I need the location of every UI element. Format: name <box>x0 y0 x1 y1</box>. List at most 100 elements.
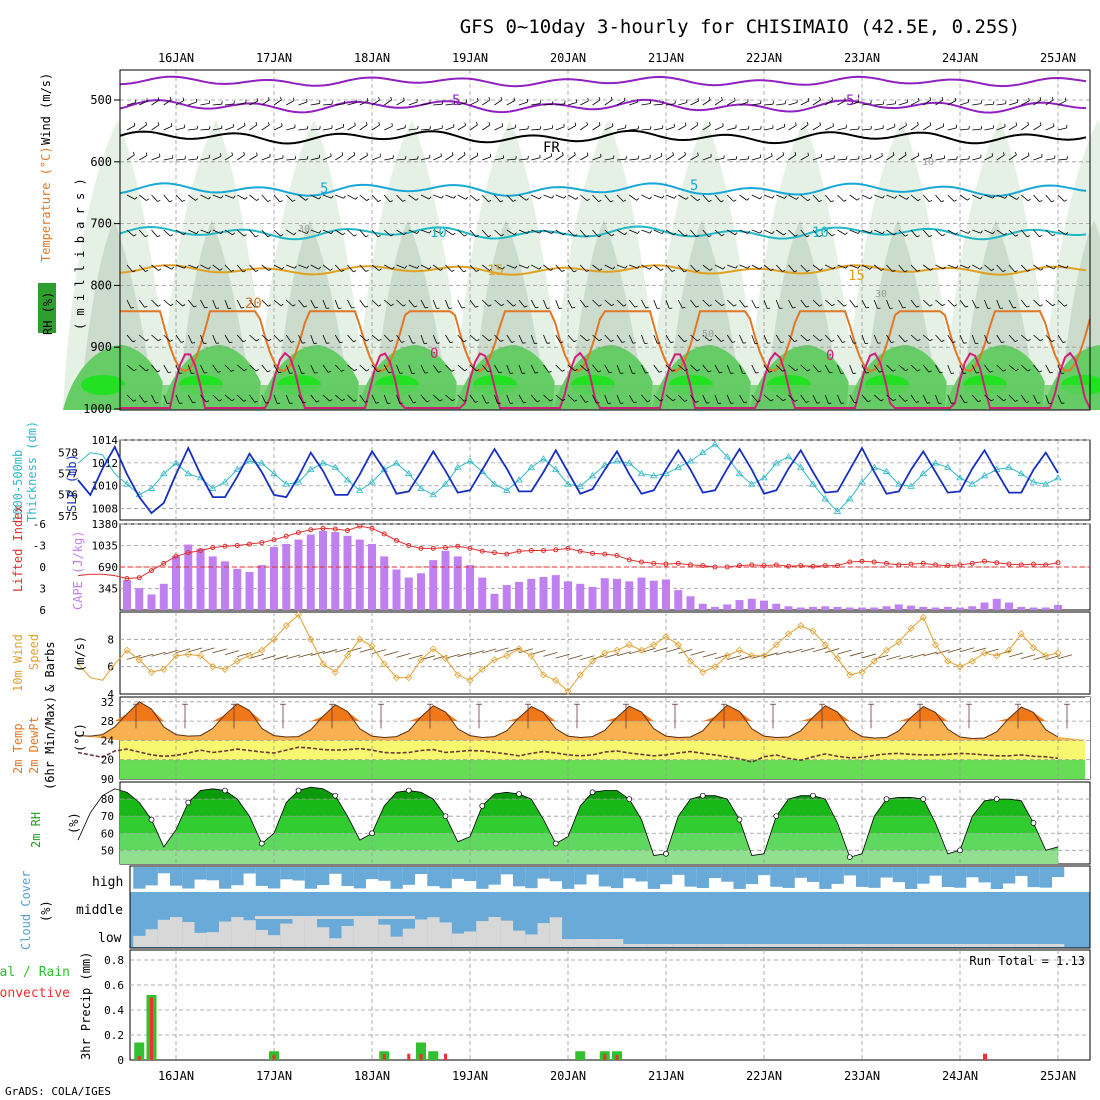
barb <box>886 334 892 343</box>
pressure-tick-label: 500 <box>90 93 112 107</box>
thickness-point <box>907 482 915 489</box>
barb-flag <box>1003 398 1007 402</box>
barb-flag <box>782 369 786 372</box>
barb <box>641 299 647 309</box>
wind-barb <box>812 647 828 653</box>
barb <box>249 155 258 161</box>
barb <box>1008 229 1016 237</box>
barb <box>824 334 832 342</box>
barb-flag <box>500 96 503 101</box>
barb-flag <box>331 101 333 105</box>
li-point <box>210 545 216 551</box>
barb <box>628 334 634 344</box>
barb <box>739 128 749 131</box>
barb-flag <box>706 402 710 404</box>
thickness-point <box>821 495 829 502</box>
barb-flag <box>1026 235 1030 238</box>
barb-flag <box>1065 232 1069 235</box>
barb <box>175 194 183 202</box>
wind-barb <box>1057 654 1073 660</box>
barb <box>984 103 994 106</box>
wind-point <box>294 611 303 619</box>
barb-flag <box>976 372 980 374</box>
barb <box>959 229 969 234</box>
barb-flag <box>1051 96 1054 101</box>
barb <box>335 194 344 199</box>
wind-point <box>968 657 976 665</box>
barb-flag <box>587 98 589 102</box>
barb <box>1057 334 1064 343</box>
barb-flag <box>1051 339 1055 342</box>
li-point <box>884 560 889 566</box>
barb-flag <box>574 122 577 126</box>
barb <box>739 194 748 201</box>
cloud-high-bar <box>243 867 256 874</box>
barb-flag <box>623 304 627 307</box>
wind-speed-line <box>77 613 1059 693</box>
cloud-low-bar <box>513 930 526 947</box>
barb-flag <box>943 266 946 270</box>
barb-flag <box>955 232 958 235</box>
barb-flag <box>621 341 625 343</box>
barb <box>347 154 356 161</box>
barb-flag <box>941 96 944 101</box>
barb-flag <box>256 152 258 156</box>
barb <box>580 124 588 131</box>
barb <box>347 125 356 131</box>
barb <box>984 364 991 373</box>
barb-flag <box>585 305 589 308</box>
barb-flag <box>1027 198 1031 202</box>
barb <box>959 394 965 403</box>
barb <box>445 126 455 131</box>
barb <box>1020 334 1029 342</box>
barb-flag <box>242 270 246 273</box>
barb-flag <box>574 399 578 402</box>
wind-point <box>490 656 499 664</box>
li-point <box>136 575 142 581</box>
cloud-low-bar <box>758 944 771 947</box>
cloud-high-bar <box>868 867 881 888</box>
barb <box>420 364 426 374</box>
barb <box>788 102 798 106</box>
barb-flag <box>1027 338 1031 342</box>
cloud-low-bar <box>770 944 783 947</box>
thickness-point <box>772 459 780 466</box>
wind-point <box>772 641 780 649</box>
barb-flag <box>388 371 392 374</box>
cape-bar <box>772 603 781 610</box>
barb <box>580 100 589 106</box>
barb <box>935 364 941 374</box>
thickness-point <box>944 463 952 470</box>
cape-bar <box>172 555 180 610</box>
barb <box>604 334 612 342</box>
barb <box>824 394 829 404</box>
date-label-top: 22JAN <box>746 51 782 65</box>
li-point <box>504 551 510 557</box>
thickness-point <box>980 472 989 479</box>
contour-label: 20 <box>245 296 262 312</box>
barb-flag <box>549 399 553 402</box>
thickness-point <box>1054 474 1062 481</box>
cape-bar <box>747 598 756 610</box>
barb <box>359 124 368 131</box>
barb-flag <box>598 122 601 126</box>
barb-flag <box>942 303 946 307</box>
barb-flag <box>929 97 932 101</box>
barb-flag <box>182 97 185 101</box>
barb-flag <box>917 369 921 372</box>
wind-point <box>833 654 842 663</box>
barb-flag <box>708 199 712 203</box>
wind-barb <box>641 647 656 653</box>
barb <box>898 229 906 237</box>
barb-flag <box>819 338 823 342</box>
barb-flag <box>964 401 968 404</box>
barb <box>604 99 613 106</box>
cloud-low-bar <box>745 944 759 947</box>
date-label-top: 17JAN <box>256 51 292 65</box>
barb-flag <box>1039 304 1043 307</box>
date-label-bottom: 24JAN <box>942 1069 978 1083</box>
barb <box>579 299 587 308</box>
barb-flag <box>882 231 885 235</box>
barb <box>322 229 332 234</box>
cape-bar <box>147 594 156 610</box>
